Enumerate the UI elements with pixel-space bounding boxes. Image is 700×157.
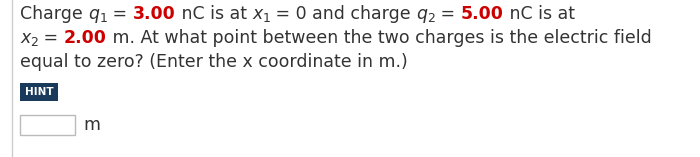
- Text: q: q: [416, 5, 427, 23]
- Text: =: =: [38, 29, 64, 47]
- Text: x: x: [20, 29, 30, 47]
- Text: =: =: [107, 5, 133, 23]
- Text: =: =: [435, 5, 461, 23]
- Text: 2: 2: [427, 13, 435, 25]
- Text: 2: 2: [30, 36, 38, 49]
- Text: 3.00: 3.00: [133, 5, 176, 23]
- FancyBboxPatch shape: [20, 83, 58, 101]
- Text: nC is at: nC is at: [176, 5, 252, 23]
- Text: HINT: HINT: [25, 87, 53, 97]
- Text: m. At what point between the two charges is the electric field: m. At what point between the two charges…: [106, 29, 652, 47]
- Text: q: q: [88, 5, 99, 23]
- Text: 1: 1: [262, 13, 270, 25]
- Text: m: m: [83, 116, 100, 134]
- Text: 2.00: 2.00: [64, 29, 106, 47]
- Text: 5.00: 5.00: [461, 5, 503, 23]
- Text: nC is at: nC is at: [503, 5, 575, 23]
- Text: = 0 and charge: = 0 and charge: [270, 5, 416, 23]
- Text: 1: 1: [99, 13, 107, 25]
- FancyBboxPatch shape: [20, 115, 75, 135]
- Text: x: x: [252, 5, 262, 23]
- Text: equal to zero? (Enter the x coordinate in m.): equal to zero? (Enter the x coordinate i…: [20, 53, 407, 71]
- Text: Charge: Charge: [20, 5, 88, 23]
